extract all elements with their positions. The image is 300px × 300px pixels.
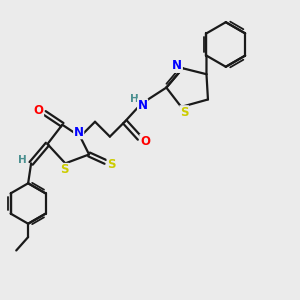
Text: N: N <box>172 59 182 72</box>
Text: N: N <box>74 126 84 139</box>
Text: N: N <box>138 99 148 112</box>
Text: H: H <box>18 155 27 165</box>
Text: H: H <box>130 94 139 103</box>
Text: O: O <box>34 104 44 117</box>
Text: S: S <box>60 164 69 176</box>
Text: O: O <box>140 135 150 148</box>
Text: S: S <box>107 158 116 171</box>
Text: S: S <box>180 106 188 119</box>
